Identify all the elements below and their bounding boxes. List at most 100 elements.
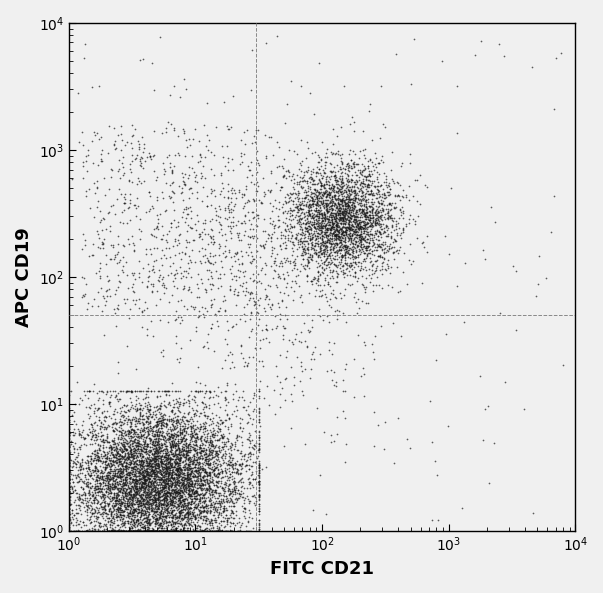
Point	[122, 498, 131, 508]
Point	[122, 426, 132, 436]
Point	[110, 290, 119, 299]
Point	[160, 459, 169, 468]
Point	[113, 460, 122, 470]
Point	[121, 512, 131, 522]
Point	[396, 162, 405, 171]
Point	[171, 432, 181, 442]
Point	[218, 526, 227, 535]
Point	[324, 246, 334, 255]
Point	[216, 168, 226, 178]
Point	[283, 224, 292, 234]
Point	[211, 448, 221, 458]
Point	[174, 461, 184, 470]
Point	[254, 436, 264, 445]
Point	[215, 307, 224, 316]
Point	[86, 451, 96, 461]
Point	[177, 516, 187, 525]
Point	[160, 511, 170, 521]
Point	[347, 231, 357, 240]
Point	[351, 160, 361, 169]
Point	[131, 477, 141, 486]
Point	[159, 470, 169, 479]
Point	[352, 229, 361, 239]
Point	[93, 440, 103, 449]
Point	[127, 451, 136, 460]
Point	[119, 483, 128, 492]
Point	[343, 224, 353, 233]
Point	[200, 489, 210, 498]
Point	[341, 195, 351, 204]
Point	[98, 454, 107, 463]
Point	[335, 237, 345, 246]
Point	[117, 208, 127, 217]
Point	[126, 526, 136, 535]
Point	[125, 415, 134, 424]
Point	[125, 474, 134, 483]
Point	[170, 489, 180, 499]
Point	[125, 467, 135, 476]
Point	[310, 148, 320, 157]
Point	[79, 520, 89, 530]
Point	[98, 420, 108, 429]
Point	[358, 205, 368, 215]
Point	[165, 526, 175, 535]
Point	[368, 215, 378, 225]
Point	[234, 461, 244, 470]
Point	[109, 406, 119, 416]
Point	[64, 440, 74, 449]
Point	[116, 450, 125, 460]
Point	[121, 470, 131, 479]
Point	[98, 436, 107, 446]
Point	[116, 510, 125, 519]
Point	[118, 410, 128, 420]
Point	[171, 458, 180, 468]
Point	[221, 206, 230, 215]
Point	[278, 208, 288, 217]
Point	[148, 473, 157, 483]
Point	[359, 220, 369, 229]
Point	[124, 526, 133, 535]
Point	[89, 526, 99, 535]
Point	[149, 402, 159, 412]
Point	[174, 447, 184, 456]
Point	[162, 477, 171, 486]
Point	[132, 451, 142, 460]
Point	[166, 461, 176, 470]
Point	[327, 229, 337, 238]
Point	[202, 469, 212, 479]
Point	[176, 505, 186, 515]
Point	[275, 241, 285, 251]
Point	[138, 471, 148, 480]
Point	[109, 255, 119, 264]
Point	[111, 492, 121, 502]
Point	[186, 435, 196, 444]
Point	[182, 451, 191, 460]
Point	[303, 186, 313, 196]
Point	[127, 476, 136, 486]
Point	[188, 526, 197, 535]
Point	[156, 506, 166, 515]
Point	[346, 189, 356, 199]
Point	[134, 438, 144, 448]
Point	[360, 235, 370, 245]
Point	[356, 168, 365, 177]
Point	[358, 234, 368, 244]
Point	[339, 206, 349, 215]
Point	[288, 295, 298, 305]
Point	[321, 241, 330, 250]
Point	[396, 196, 405, 205]
Point	[361, 211, 370, 220]
Point	[195, 468, 205, 477]
Point	[364, 227, 373, 237]
Point	[145, 458, 155, 468]
Point	[202, 470, 212, 480]
Point	[330, 170, 340, 180]
Point	[158, 345, 168, 355]
Point	[176, 485, 186, 495]
Point	[349, 183, 359, 192]
Point	[147, 526, 157, 535]
Point	[64, 489, 74, 499]
Point	[64, 440, 74, 449]
Point	[115, 511, 125, 520]
Point	[145, 526, 155, 535]
